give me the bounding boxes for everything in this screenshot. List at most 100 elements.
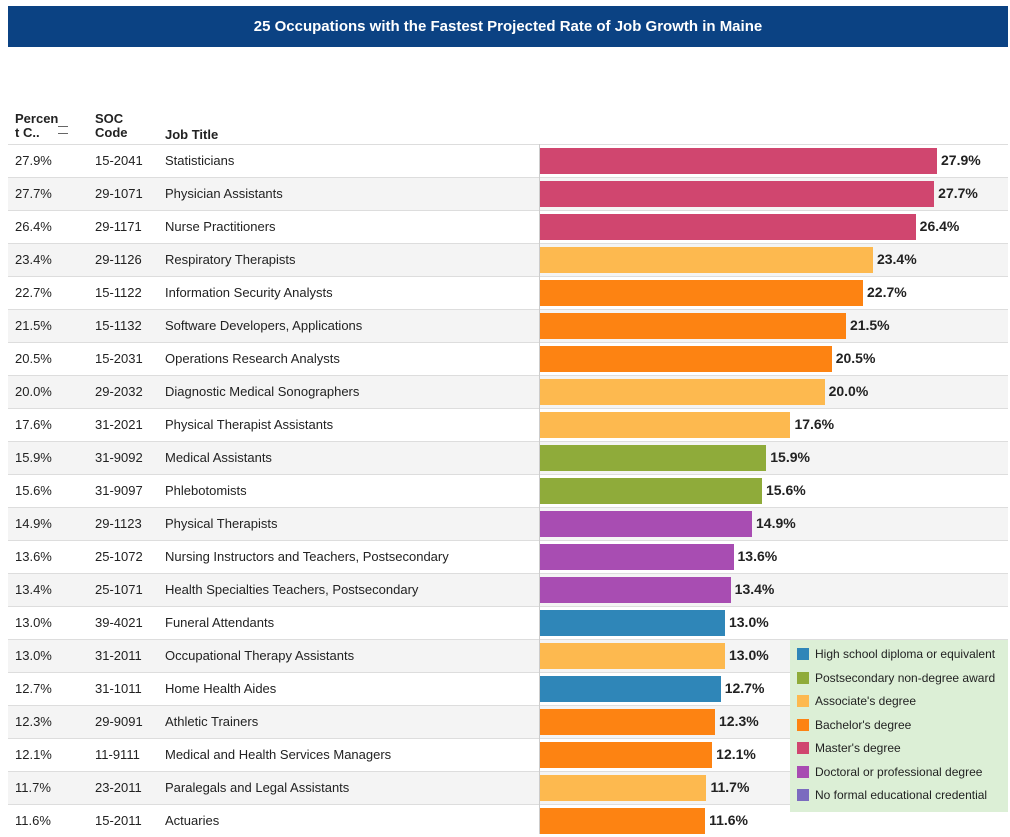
legend-swatch (797, 742, 809, 754)
bar (540, 775, 707, 801)
legend-label: High school diploma or equivalent (815, 647, 996, 661)
bar-label: 15.6% (765, 482, 806, 498)
title-cell: Medical Assistants (165, 450, 272, 465)
bar (540, 643, 725, 669)
soc-cell: 25-1071 (95, 582, 143, 597)
soc-cell: 23-2011 (95, 780, 142, 795)
percent-cell: 12.3% (15, 714, 52, 729)
table-row (8, 507, 1008, 540)
bar (540, 313, 846, 339)
legend-swatch (797, 671, 809, 684)
bar-label: 11.6% (709, 812, 748, 828)
sort-icon (58, 126, 68, 134)
percent-cell: 12.7% (15, 681, 52, 696)
bar-label: 23.4% (876, 251, 917, 267)
title-cell: Occupational Therapy Assistants (165, 648, 355, 663)
bar (540, 445, 767, 471)
soc-cell: 29-1126 (95, 252, 142, 267)
bar-label: 12.1% (716, 746, 756, 762)
bar-label: 17.6% (794, 416, 835, 432)
table-row (8, 342, 1008, 375)
bar-label: 20.5% (835, 350, 876, 366)
soc-cell: 15-1132 (95, 318, 142, 333)
bar-label: 22.7% (867, 284, 907, 300)
legend: High school diploma or equivalent Postsec… (790, 640, 1008, 812)
table-row (8, 474, 1008, 507)
title-cell: Health Specialties Teachers, Postseconda… (165, 582, 419, 597)
legend-swatch (797, 695, 809, 707)
legend-label: Doctoral or professional degree (815, 764, 983, 779)
table-row (8, 606, 1008, 639)
soc-cell: 29-2032 (95, 384, 143, 399)
table-row (8, 540, 1008, 573)
title-cell: Home Health Aides (165, 681, 277, 696)
legend-swatch (797, 648, 809, 660)
soc-cell: 31-9097 (95, 483, 143, 498)
bar (540, 742, 713, 768)
title-cell: Paralegals and Legal Assistants (165, 780, 350, 795)
percent-cell: 11.6% (15, 813, 51, 828)
legend-label: Associate's degree (815, 694, 917, 708)
bar (540, 577, 731, 603)
legend-label: Bachelor's degree (815, 717, 912, 732)
bar-label: 13.6% (737, 548, 778, 564)
column-header: Job Title (165, 127, 219, 142)
bar (540, 214, 916, 240)
chart-title: 25 Occupations with the Fastest Projecte… (8, 6, 1008, 47)
soc-cell: 25-1072 (95, 549, 143, 564)
percent-cell: 12.1% (15, 747, 52, 762)
bar-label: 13.0% (728, 614, 769, 630)
percent-cell: 15.9% (15, 450, 52, 465)
title-cell: Operations Research Analysts (165, 351, 340, 366)
soc-cell: 29-1171 (95, 219, 142, 234)
title-cell: Statisticians (165, 153, 235, 168)
column-header: Percent C.. (15, 111, 59, 140)
table-row (8, 408, 1008, 441)
bar-label: 20.0% (828, 383, 869, 399)
bar (540, 478, 762, 504)
soc-cell: 31-2021 (95, 417, 143, 432)
soc-cell: 39-4021 (95, 615, 143, 630)
bar-label: 21.5% (849, 317, 890, 333)
legend-label: Master's degree (815, 741, 901, 755)
legend-label: No formal educational credential (815, 788, 988, 802)
title-cell: Diagnostic Medical Sonographers (165, 384, 360, 399)
percent-cell: 11.7% (15, 780, 51, 795)
legend-swatch (797, 718, 809, 731)
percent-cell: 13.4% (15, 582, 52, 597)
percent-cell: 14.9% (15, 516, 52, 531)
bar (540, 676, 721, 702)
legend-label: Postsecondary non-degree award (815, 670, 996, 685)
bar (540, 346, 832, 372)
divider (539, 144, 540, 834)
soc-cell: 11-9111 (95, 747, 140, 762)
soc-cell: 15-2041 (95, 153, 143, 168)
bar (540, 511, 753, 537)
percent-cell: 26.4% (15, 219, 52, 234)
bar-label: 12.7% (724, 680, 765, 696)
table-row (8, 375, 1008, 408)
bar-label: 13.4% (734, 581, 775, 597)
title-cell: Actuaries (165, 813, 220, 828)
percent-cell: 21.5% (15, 318, 52, 333)
bar (540, 808, 706, 834)
bar (540, 709, 716, 735)
title-cell: Software Developers, Applications (165, 318, 363, 333)
soc-cell: 31-9092 (95, 450, 143, 465)
bar-label: 14.9% (756, 515, 796, 531)
title-cell: Nurse Practitioners (165, 219, 276, 234)
title-cell: Information Security Analysts (165, 285, 333, 300)
title-cell: Funeral Attendants (165, 615, 275, 630)
title-cell: Nursing Instructors and Teachers, Postse… (165, 549, 449, 564)
bar (540, 148, 938, 174)
title-cell: Physical Therapist Assistants (165, 417, 334, 432)
column-header: SOC Code (95, 111, 128, 140)
soc-cell: 31-1011 (95, 681, 142, 696)
bar (540, 247, 873, 273)
bar-label: 26.4% (919, 218, 960, 234)
bar-label: 27.9% (941, 152, 981, 168)
percent-cell: 23.4% (15, 252, 52, 267)
title-cell: Phlebotomists (165, 483, 247, 498)
percent-cell: 27.7% (15, 186, 52, 201)
